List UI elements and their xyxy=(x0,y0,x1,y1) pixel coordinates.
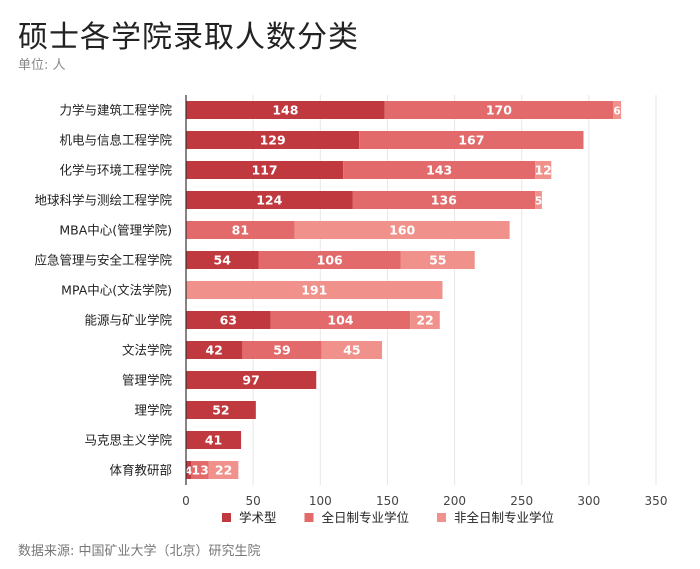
data-label: 22 xyxy=(215,463,232,478)
bar-academic xyxy=(186,251,259,269)
data-label: 4 xyxy=(185,466,192,478)
chart-unit: 单位: 人 xyxy=(18,58,66,73)
category-label: 管理学院 xyxy=(122,373,173,388)
bar-academic xyxy=(186,161,344,179)
x-tick-label: 100 xyxy=(309,494,332,508)
data-label: 97 xyxy=(242,373,259,388)
data-label: 160 xyxy=(389,223,415,238)
data-label: 5 xyxy=(535,196,542,208)
legend-swatch-academic xyxy=(222,513,231,522)
bar-parttime xyxy=(535,191,542,209)
legend-swatch-fulltime xyxy=(304,513,314,522)
data-label: 129 xyxy=(260,133,286,148)
data-label: 55 xyxy=(429,253,446,268)
chart-title: 硕士各学院录取人数分类 xyxy=(18,20,359,55)
category-label: MPA中心(文法学院) xyxy=(61,283,172,298)
data-label: 81 xyxy=(232,223,249,238)
bar-fulltime xyxy=(352,191,536,209)
data-source: 数据来源: 中国矿业大学（北京）研究生院 xyxy=(18,544,261,559)
x-tick-label: 150 xyxy=(376,494,399,508)
data-label: 54 xyxy=(214,253,232,268)
data-label: 42 xyxy=(205,343,222,358)
legend-label-fulltime: 全日制专业学位 xyxy=(322,510,410,525)
category-label: 文法学院 xyxy=(122,343,173,358)
data-label: 106 xyxy=(317,253,343,268)
bar-parttime xyxy=(208,461,239,479)
category-label: MBA中心(管理学院) xyxy=(59,223,172,238)
bar-fulltime xyxy=(384,101,614,119)
bar-fulltime xyxy=(270,311,411,329)
data-label: 167 xyxy=(458,133,484,148)
legend-label-parttime: 非全日制专业学位 xyxy=(454,510,554,525)
bar-parttime xyxy=(321,341,383,359)
data-label: 191 xyxy=(301,283,327,298)
x-tick-label: 300 xyxy=(577,494,600,508)
bar-fulltime xyxy=(258,251,401,269)
legend-swatch-parttime xyxy=(437,513,446,522)
data-label: 13 xyxy=(191,463,208,478)
bar-fulltime xyxy=(191,461,209,479)
bar-parttime xyxy=(535,161,552,179)
bar-fulltime xyxy=(343,161,536,179)
bar-academic xyxy=(186,341,243,359)
bar-academic xyxy=(186,191,353,209)
data-label: 59 xyxy=(273,343,290,358)
bar-academic xyxy=(186,401,256,419)
x-tick-label: 0 xyxy=(182,494,190,508)
bar-academic xyxy=(186,131,360,149)
bar-fulltime xyxy=(359,131,584,149)
category-label: 机电与信息工程学院 xyxy=(59,133,172,148)
bar-academic xyxy=(186,461,192,479)
category-label: 马克思主义学院 xyxy=(84,433,172,448)
data-label: 22 xyxy=(416,313,433,328)
category-label: 体育教研部 xyxy=(109,463,172,478)
bar-parttime xyxy=(186,281,443,299)
legend-label-academic: 学术型 xyxy=(239,510,277,525)
data-label: 148 xyxy=(272,103,298,118)
x-tick-label: 50 xyxy=(246,494,261,508)
data-label: 124 xyxy=(256,193,282,208)
bar-academic xyxy=(186,311,271,329)
data-label: 12 xyxy=(534,163,551,178)
data-label: 117 xyxy=(252,163,278,178)
bar-parttime xyxy=(613,101,622,119)
bar-fulltime xyxy=(242,341,322,359)
category-label: 地球科学与测绘工程学院 xyxy=(34,193,172,208)
category-label: 应急管理与安全工程学院 xyxy=(34,253,172,268)
data-label: 104 xyxy=(327,313,353,328)
bar-academic xyxy=(186,431,242,449)
x-tick-label: 250 xyxy=(510,494,533,508)
category-label: 化学与环境工程学院 xyxy=(59,163,172,178)
data-label: 6 xyxy=(613,106,620,118)
data-label: 136 xyxy=(431,193,457,208)
bar-fulltime xyxy=(186,221,295,239)
data-label: 143 xyxy=(426,163,452,178)
bar-parttime xyxy=(410,311,440,329)
bar-parttime xyxy=(400,251,475,269)
data-label: 52 xyxy=(212,403,229,418)
category-label: 能源与矿业学院 xyxy=(84,313,172,328)
bar-academic xyxy=(186,101,385,119)
data-label: 41 xyxy=(205,433,222,448)
data-label: 170 xyxy=(486,103,512,118)
x-tick-label: 200 xyxy=(443,494,466,508)
category-label: 力学与建筑工程学院 xyxy=(59,103,172,118)
bar-parttime xyxy=(294,221,510,239)
category-label: 理学院 xyxy=(134,403,172,418)
x-tick-label: 350 xyxy=(645,494,668,508)
data-label: 63 xyxy=(220,313,237,328)
data-label: 45 xyxy=(343,343,360,358)
bar-academic xyxy=(186,371,317,389)
